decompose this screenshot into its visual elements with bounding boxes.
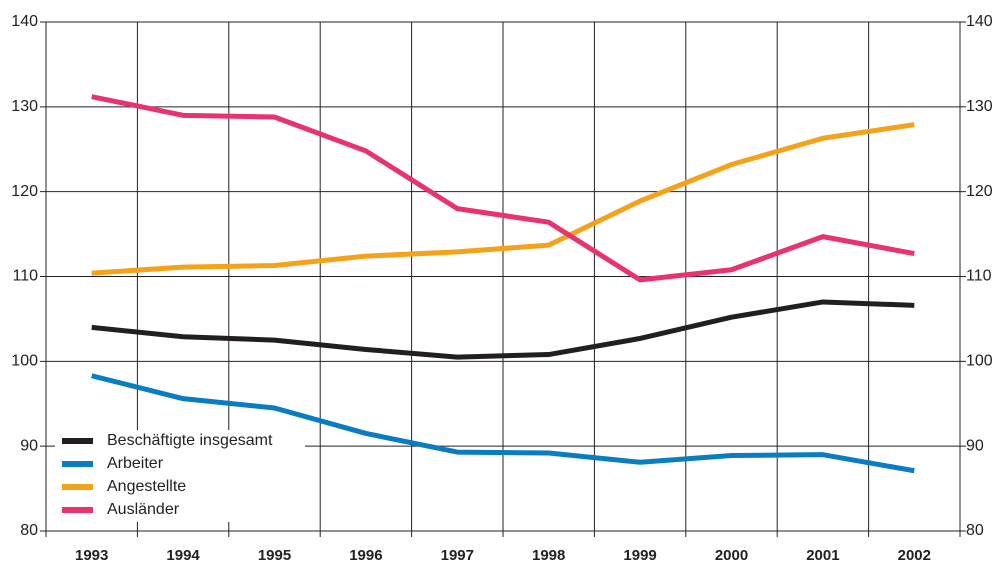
series-line bbox=[91, 299, 915, 360]
y2-tick-label: 110 bbox=[966, 268, 992, 285]
series-line bbox=[91, 373, 915, 474]
legend-label: Angestellte bbox=[107, 478, 186, 495]
series-line bbox=[91, 94, 915, 283]
x-tick-label: 2002 bbox=[898, 547, 931, 564]
x-tick-label: 1996 bbox=[349, 547, 382, 564]
y2-tick-label: 130 bbox=[966, 98, 993, 115]
legend-label: Arbeiter bbox=[107, 455, 164, 472]
y-tick-label: 140 bbox=[11, 13, 38, 30]
y2-tick-label: 100 bbox=[966, 353, 993, 370]
x-tick-label: 1995 bbox=[258, 547, 291, 564]
y-tick-label: 100 bbox=[11, 353, 38, 370]
y-tick-label: 90 bbox=[20, 437, 38, 454]
legend-box bbox=[55, 430, 305, 522]
y-tick-label: 120 bbox=[11, 183, 38, 200]
x-tick-label: 1997 bbox=[441, 547, 474, 564]
x-tick-label: 1993 bbox=[75, 547, 108, 564]
x-tick-label: 1998 bbox=[532, 547, 565, 564]
y-tick-label: 110 bbox=[12, 268, 38, 285]
x-tick-label: 1999 bbox=[623, 547, 656, 564]
y-tick-label: 80 bbox=[20, 522, 38, 539]
series-line bbox=[91, 122, 915, 276]
y-tick-label: 130 bbox=[11, 98, 38, 115]
legend-label: Ausländer bbox=[107, 501, 180, 518]
x-tick-label: 1994 bbox=[166, 547, 200, 564]
legend-label: Beschäftigte insgesamt bbox=[107, 432, 273, 449]
y2-tick-label: 90 bbox=[966, 437, 984, 454]
y2-tick-label: 80 bbox=[966, 522, 984, 539]
y2-tick-label: 140 bbox=[966, 13, 993, 30]
x-tick-label: 2001 bbox=[806, 547, 839, 564]
y2-tick-label: 120 bbox=[966, 183, 993, 200]
x-tick-label: 2000 bbox=[715, 547, 748, 564]
